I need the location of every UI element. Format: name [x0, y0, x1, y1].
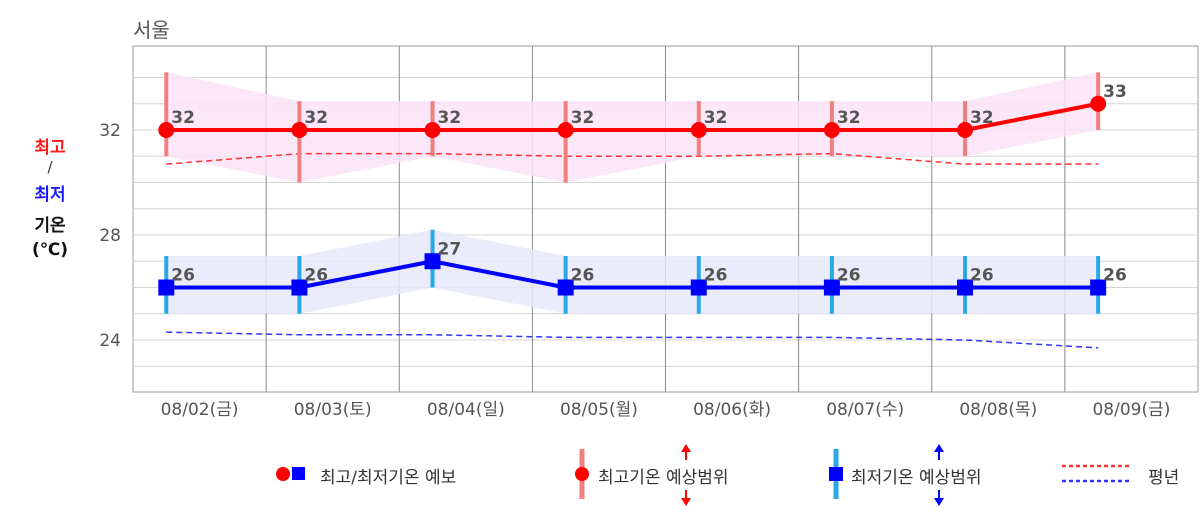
min-temp-data-label: 26 [571, 266, 595, 286]
y-axis-label-unit: (℃) [31, 240, 69, 260]
legend-min-range-label: 최저기온 예상범위 [851, 468, 982, 488]
y-axis-label-separator: / [47, 158, 53, 176]
x-tick-label: 08/07(수) [826, 400, 904, 420]
y-tick-label: 24 [99, 331, 121, 351]
max-normal-line [166, 152, 1099, 165]
min-temp-data-label: 27 [438, 239, 462, 259]
legend-forecast-min-marker [292, 467, 305, 480]
min-range-band [166, 229, 1099, 314]
x-tick-label: 08/09(금) [1092, 400, 1170, 420]
x-tick-label: 08/02(금) [161, 400, 239, 420]
min-temp-point [1090, 279, 1107, 296]
min-temp-point [557, 279, 574, 296]
max-temp-data-label: 32 [171, 108, 195, 128]
min-temp-line [166, 259, 1099, 290]
min-temp-data-label: 26 [837, 266, 861, 286]
y-tick-label: 28 [99, 226, 121, 246]
y-axis-label-word: 기온 [34, 216, 66, 236]
min-temp-data-label: 26 [304, 266, 328, 286]
max-temp-point [1090, 95, 1107, 112]
max-temp-data-label: 33 [1103, 82, 1127, 102]
city-title: 서울 [133, 18, 170, 42]
max-temp-data-label: 32 [970, 108, 994, 128]
max-temp-point [291, 122, 308, 138]
x-tick-label: 08/08(목) [959, 400, 1037, 420]
x-tick-label: 08/04(일) [427, 400, 505, 420]
x-tick-label: 08/06(화) [693, 400, 771, 420]
min-temp-data-label: 26 [1103, 266, 1127, 286]
max-range-band [166, 72, 1099, 183]
y-axis-label-max: 최고 [34, 138, 66, 158]
y-tick-label: 32 [99, 121, 121, 141]
max-temp-point [823, 122, 840, 138]
x-tick-label: 08/05(월) [560, 400, 638, 420]
legend-min-range-marker [829, 467, 843, 481]
legend-min-up-arrowhead [934, 444, 944, 452]
min-temp-data-label: 26 [171, 266, 195, 286]
legend-forecast-label: 최고/최저기온 예보 [320, 468, 457, 488]
max-temp-data-label: 32 [837, 108, 861, 128]
legend-max-range-marker [575, 467, 589, 481]
legend-max-down-arrowhead [681, 498, 691, 506]
min-temp-data-label: 26 [970, 266, 994, 286]
legend-max-up-arrowhead [681, 444, 691, 452]
y-axis-label-min: 최저 [34, 185, 66, 205]
max-temp-point [158, 122, 175, 138]
min-temp-point [957, 279, 974, 296]
min-temp-point [823, 279, 840, 296]
legend-max-range-label: 최고기온 예상범위 [598, 468, 729, 488]
max-temp-point [690, 122, 707, 138]
x-tick-label: 08/03(토) [294, 400, 372, 420]
max-temp-line [166, 101, 1099, 132]
legend-normal-label: 평년 [1148, 468, 1180, 488]
max-temp-data-label: 32 [304, 108, 328, 128]
min-temp-data-label: 26 [704, 266, 728, 286]
min-temp-point [424, 253, 441, 270]
max-temp-data-label: 32 [704, 108, 728, 128]
min-temp-point [158, 279, 175, 296]
max-temp-point [424, 122, 441, 138]
min-temp-point [291, 279, 308, 296]
max-temp-data-label: 32 [571, 108, 595, 128]
legend-min-down-arrowhead [934, 498, 944, 506]
legend-forecast-max-marker [276, 467, 290, 481]
max-temp-data-label: 32 [438, 108, 462, 128]
min-temp-point [690, 279, 707, 296]
max-temp-point [957, 122, 974, 138]
max-temp-point [557, 122, 574, 138]
min-normal-line [166, 331, 1099, 349]
